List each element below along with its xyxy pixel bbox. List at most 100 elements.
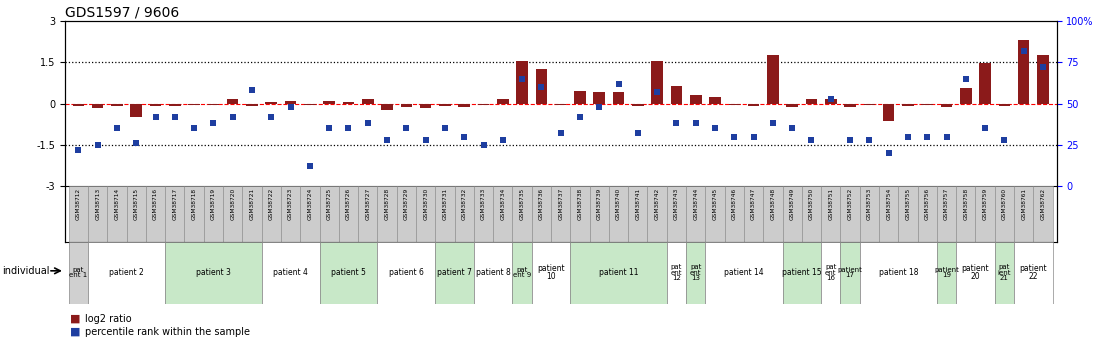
Bar (532, 186, 551, 242)
Text: GSM38741: GSM38741 (635, 188, 641, 220)
Text: patient 11: patient 11 (599, 268, 638, 277)
Bar (575, 91, 586, 103)
Text: GSM38728: GSM38728 (385, 188, 389, 220)
Bar (709, 97, 721, 104)
Bar (262, 186, 281, 242)
Text: GSM38759: GSM38759 (983, 188, 987, 220)
Bar (860, 241, 937, 304)
Point (417, 137, 435, 143)
Bar (165, 186, 184, 242)
Text: GSM38729: GSM38729 (404, 188, 409, 220)
Point (88, 142, 106, 148)
Bar (902, 104, 913, 106)
Text: GSM38723: GSM38723 (288, 188, 293, 220)
Point (532, 84, 550, 90)
Bar (937, 241, 956, 304)
Bar (686, 186, 705, 242)
Bar (802, 186, 821, 242)
Point (436, 126, 454, 131)
Point (995, 137, 1013, 143)
Bar (940, 104, 953, 107)
Text: ■: ■ (70, 314, 80, 324)
Point (301, 164, 319, 169)
Text: GSM38726: GSM38726 (345, 188, 351, 220)
Text: GSM38747: GSM38747 (751, 188, 756, 220)
Bar (477, 104, 490, 105)
Point (707, 126, 724, 131)
Text: GSM38757: GSM38757 (944, 188, 949, 220)
Bar (783, 186, 802, 242)
Bar (498, 99, 509, 104)
Bar (517, 61, 528, 104)
Text: patient
22: patient 22 (1020, 264, 1048, 281)
Text: GSM38712: GSM38712 (76, 188, 80, 220)
Point (146, 114, 164, 119)
Bar (821, 241, 841, 304)
Bar (705, 241, 783, 304)
Point (474, 142, 492, 148)
Bar (729, 104, 740, 105)
Point (263, 114, 281, 119)
Text: GSM38743: GSM38743 (674, 188, 679, 220)
Bar (165, 241, 262, 304)
Text: patient 2: patient 2 (110, 268, 144, 277)
Text: GSM38749: GSM38749 (789, 188, 795, 220)
Point (224, 114, 241, 119)
Text: patient 7: patient 7 (437, 268, 472, 277)
Bar (265, 102, 277, 104)
Text: patient
19: patient 19 (935, 267, 959, 278)
Text: GSM38745: GSM38745 (712, 188, 718, 220)
Point (861, 137, 879, 143)
Bar (281, 186, 301, 242)
Text: pat
ent
16: pat ent 16 (825, 264, 836, 281)
Bar (609, 186, 628, 242)
Bar (512, 241, 532, 304)
Bar (724, 186, 743, 242)
Point (571, 114, 589, 119)
Bar (666, 186, 686, 242)
Text: ■: ■ (70, 327, 80, 337)
Text: GSM38713: GSM38713 (95, 188, 101, 220)
Text: patient 4: patient 4 (273, 268, 309, 277)
Bar (841, 186, 860, 242)
Point (455, 134, 473, 139)
Text: patient
17: patient 17 (837, 267, 862, 278)
Text: GSM38720: GSM38720 (230, 188, 235, 220)
Bar (358, 186, 378, 242)
Point (976, 126, 994, 131)
Bar (671, 86, 682, 104)
Text: GSM38725: GSM38725 (326, 188, 332, 220)
Bar (764, 186, 783, 242)
Bar (400, 104, 413, 107)
Text: GSM38755: GSM38755 (906, 188, 910, 220)
Text: GSM38740: GSM38740 (616, 188, 622, 220)
Bar (416, 186, 435, 242)
Point (938, 134, 956, 139)
Bar (320, 186, 339, 242)
Bar (224, 186, 243, 242)
Bar (995, 186, 1014, 242)
Text: patient
10: patient 10 (538, 264, 565, 281)
Point (378, 137, 396, 143)
Bar (743, 186, 764, 242)
Text: pat
ent
12: pat ent 12 (671, 264, 682, 281)
Text: GSM38738: GSM38738 (578, 188, 582, 220)
Bar (783, 241, 821, 304)
Bar (458, 104, 470, 107)
Bar (647, 186, 666, 242)
Text: GSM38762: GSM38762 (1041, 188, 1045, 220)
Text: GSM38718: GSM38718 (191, 188, 197, 220)
Bar (169, 104, 181, 106)
Bar (786, 104, 798, 107)
Text: percentile rank within the sample: percentile rank within the sample (85, 327, 250, 337)
Point (764, 121, 781, 126)
Bar (208, 104, 219, 105)
Text: pat
ent 9: pat ent 9 (513, 267, 531, 278)
Text: GSM38758: GSM38758 (964, 188, 968, 220)
Text: GSM38746: GSM38746 (732, 188, 737, 220)
Bar (956, 241, 995, 304)
Text: GSM38742: GSM38742 (655, 188, 660, 220)
Point (841, 137, 859, 143)
Text: GSM38760: GSM38760 (1002, 188, 1007, 220)
Bar (301, 186, 320, 242)
